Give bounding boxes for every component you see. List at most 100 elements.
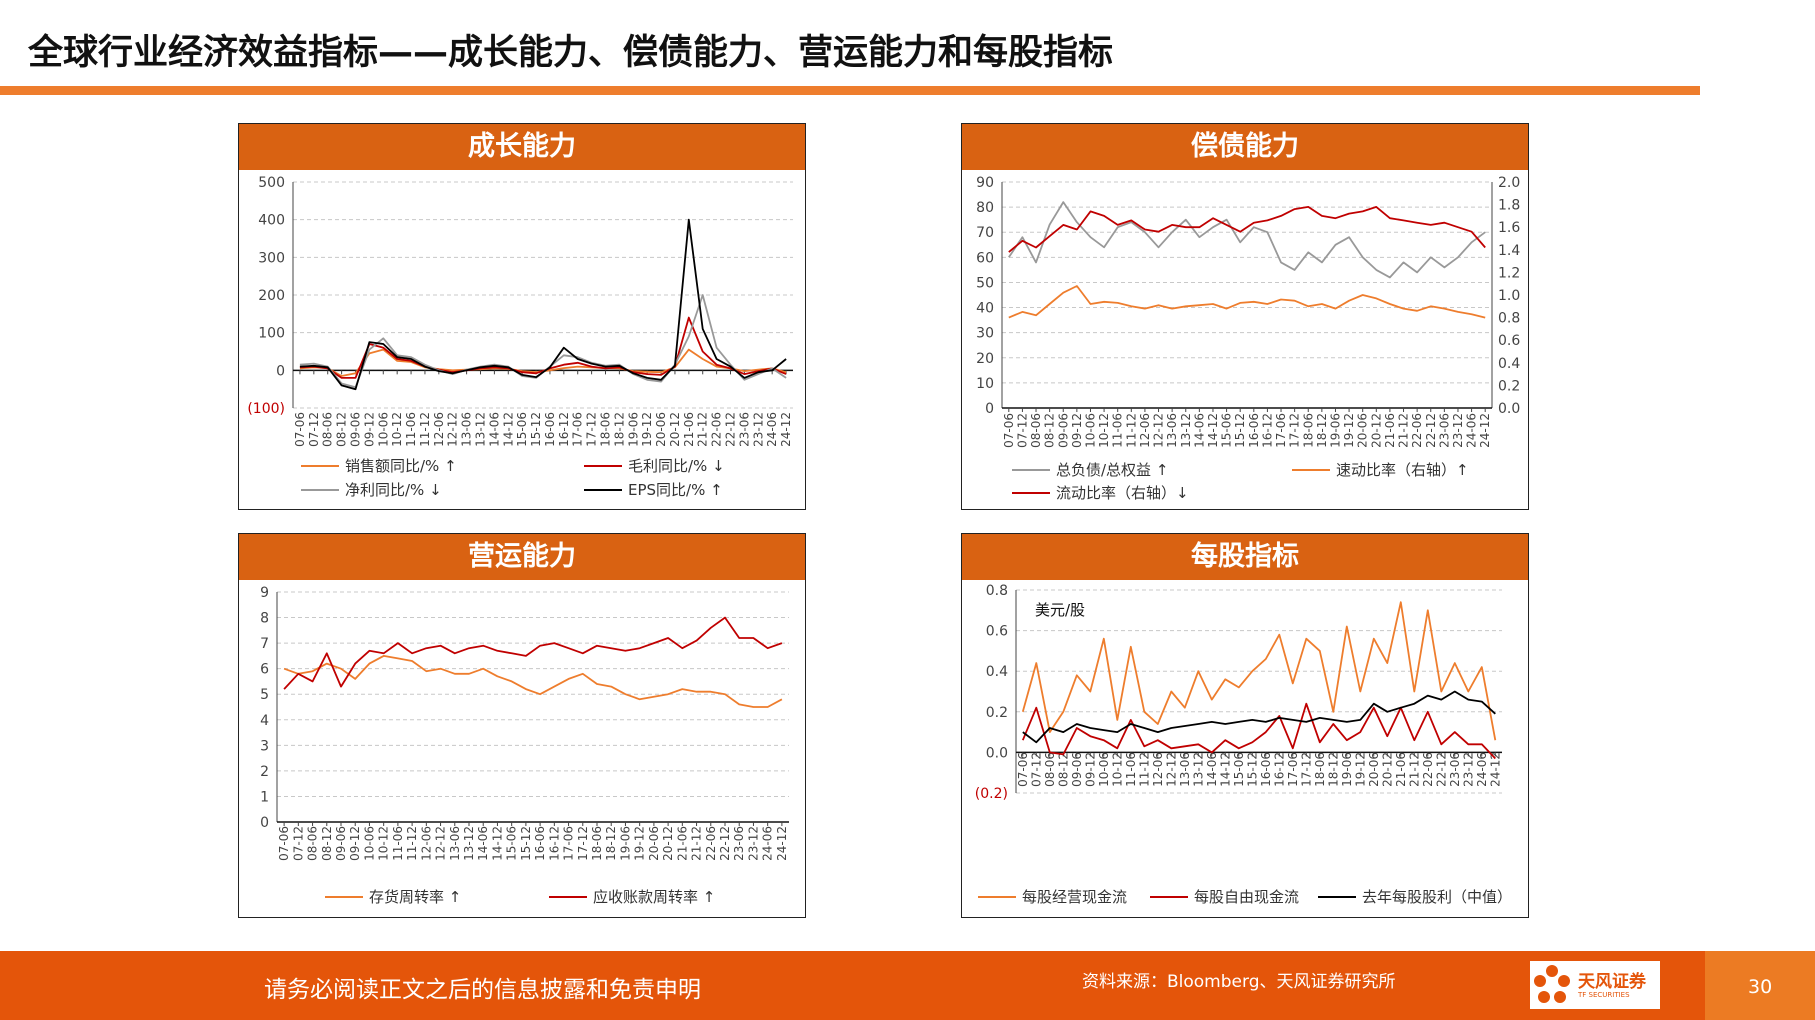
x-tick-label: 13-06: [460, 412, 474, 447]
series-line-1: [1008, 201, 1486, 279]
x-tick-label: 23-12: [1451, 413, 1465, 448]
x-tick-label: 14-12: [490, 826, 504, 861]
y-tick-label: 100: [258, 326, 285, 342]
x-tick-label: 12-12: [1152, 413, 1166, 448]
x-tick-label: 22-12: [1424, 413, 1438, 448]
x-tick-label: 17-12: [585, 412, 599, 447]
logo-text: 天风证券: [1578, 972, 1646, 992]
y-tick-label: 5: [260, 687, 269, 703]
x-tick-label: 24-12: [1478, 413, 1492, 448]
x-tick-label: 18-06: [1301, 413, 1315, 448]
series-line-3: [299, 294, 787, 389]
legend-label: 流动比率（右轴）↓: [1056, 484, 1189, 502]
series-line-2: [1021, 702, 1496, 760]
chart-title: 每股指标: [962, 534, 1528, 580]
x-tick-label: 13-12: [462, 826, 476, 861]
y2-tick-label: 1.4: [1498, 243, 1520, 259]
x-tick-label: 21-06: [675, 826, 689, 861]
x-tick-label: 16-06: [1247, 413, 1261, 448]
y2-tick-label: 0.6: [1498, 333, 1520, 349]
footer-accent: [1705, 951, 1815, 1020]
x-tick-label: 15-06: [515, 412, 529, 447]
x-tick-label: 07-12: [1015, 413, 1029, 448]
x-tick-label: 11-06: [391, 826, 405, 861]
legend-label: 毛利同比/% ↓: [628, 457, 725, 475]
x-tick-label: 07-12: [1029, 752, 1043, 787]
x-tick-label: 20-06: [1356, 413, 1370, 448]
y-tick-label: 60: [976, 250, 994, 266]
x-tick-label: 19-06: [618, 826, 632, 861]
y-tick-label: 0: [260, 815, 269, 831]
x-tick-label: 09-06: [334, 826, 348, 861]
x-tick-label: 22-12: [724, 412, 738, 447]
y2-tick-label: 0.8: [1498, 311, 1520, 327]
x-tick-label: 22-12: [718, 826, 732, 861]
x-tick-label: 08-06: [306, 826, 320, 861]
x-tick-label: 18-12: [1315, 413, 1329, 448]
y2-tick-label: 0.2: [1498, 378, 1520, 394]
y-tick-label: 7: [260, 636, 269, 652]
y2-tick-label: 1.2: [1498, 265, 1520, 281]
y2-tick-label: 0.4: [1498, 356, 1520, 372]
y-tick-label: 2: [260, 764, 269, 780]
title-rule: [0, 86, 1700, 95]
x-tick-label: 14-06: [487, 412, 501, 447]
x-tick-label: 18-06: [1313, 752, 1327, 787]
y-tick-label: 4: [260, 713, 269, 729]
company-logo: 天风证券 TF SECURITIES: [1530, 961, 1660, 1009]
x-tick-label: 11-12: [1137, 752, 1151, 787]
x-tick-label: 15-06: [1232, 752, 1246, 787]
y2-tick-label: 1.6: [1498, 220, 1520, 236]
x-tick-label: 19-12: [1353, 752, 1367, 787]
x-tick-label: 10-06: [1083, 413, 1097, 448]
x-tick-label: 20-06: [647, 826, 661, 861]
chart-panel-growth: 成长能力 500 400 300 200 100 0 (100) 07-06 07-12 08-0…: [238, 123, 806, 510]
x-tick-label: 18-06: [599, 412, 613, 447]
x-tick-label: 09-06: [1056, 413, 1070, 448]
x-tick-label: 07-12: [291, 826, 305, 861]
x-tick-label: 15-12: [1245, 752, 1259, 787]
y-tick-label: 0: [985, 401, 994, 417]
x-tick-label: 12-06: [432, 412, 446, 447]
unit-label: 美元/股: [1035, 601, 1085, 619]
chart-title: 成长能力: [239, 124, 805, 170]
x-tick-label: 14-06: [1192, 413, 1206, 448]
x-tick-label: 13-06: [448, 826, 462, 861]
x-tick-label: 08-06: [321, 412, 335, 447]
x-tick-label: 11-12: [1124, 413, 1138, 448]
legend-label: 去年每股股利（中值）: [1362, 888, 1512, 906]
per-share-chart: 0.8 0.6 0.4 0.2 0.0 (0.2) 07-06 07-12 08-06 08-12…: [975, 583, 1512, 906]
x-tick-label: 09-12: [1070, 413, 1084, 448]
x-tick-label: 22-06: [1410, 413, 1424, 448]
page-title: 全球行业经济效益指标——成长能力、偿债能力、营运能力和每股指标: [28, 33, 1114, 73]
x-tick-label: 11-06: [1111, 413, 1125, 448]
y2-tick-label: 0.0: [1498, 401, 1520, 417]
y2-tick-label: 1.0: [1498, 288, 1520, 304]
legend-label: 净利同比/% ↓: [345, 481, 442, 499]
x-tick-label: 10-06: [362, 826, 376, 861]
x-tick-label: 20-12: [661, 826, 675, 861]
y-tick-label: 500: [258, 175, 285, 191]
x-tick-label: 13-12: [1191, 752, 1205, 787]
y-tick-label: 400: [258, 213, 285, 229]
series-line-3: [1008, 206, 1486, 253]
x-tick-label: 16-12: [1260, 413, 1274, 448]
y-tick-label: (100): [247, 401, 285, 417]
x-tick-label: 23-12: [746, 826, 760, 861]
x-tick-label: 24-12: [1488, 752, 1502, 787]
operation-chart: 9 8 7 6 5 4 3 2 1 0 07-06 07-12 08-06 08-12 09-06 09-12…: [260, 585, 789, 906]
legend-label: 销售额同比/% ↑: [345, 457, 457, 475]
growth-chart: 500 400 300 200 100 0 (100) 07-06 07-12 08-06 08-1…: [247, 175, 793, 499]
x-tick-label: 20-12: [1369, 413, 1383, 448]
y2-tick-label: 2.0: [1498, 175, 1520, 191]
x-tick-label: 21-12: [1397, 413, 1411, 448]
x-tick-label: 21-06: [682, 412, 696, 447]
x-tick-label: 16-12: [1272, 752, 1286, 787]
legend-label: 每股经营现金流: [1022, 888, 1127, 906]
x-tick-label: 19-06: [1328, 413, 1342, 448]
legend-label: 存货周转率 ↑: [369, 888, 461, 906]
flower-icon: [1534, 965, 1570, 1003]
x-tick-label: 19-06: [1340, 752, 1354, 787]
x-tick-label: 24-06: [1465, 413, 1479, 448]
x-tick-label: 24-06: [761, 826, 775, 861]
